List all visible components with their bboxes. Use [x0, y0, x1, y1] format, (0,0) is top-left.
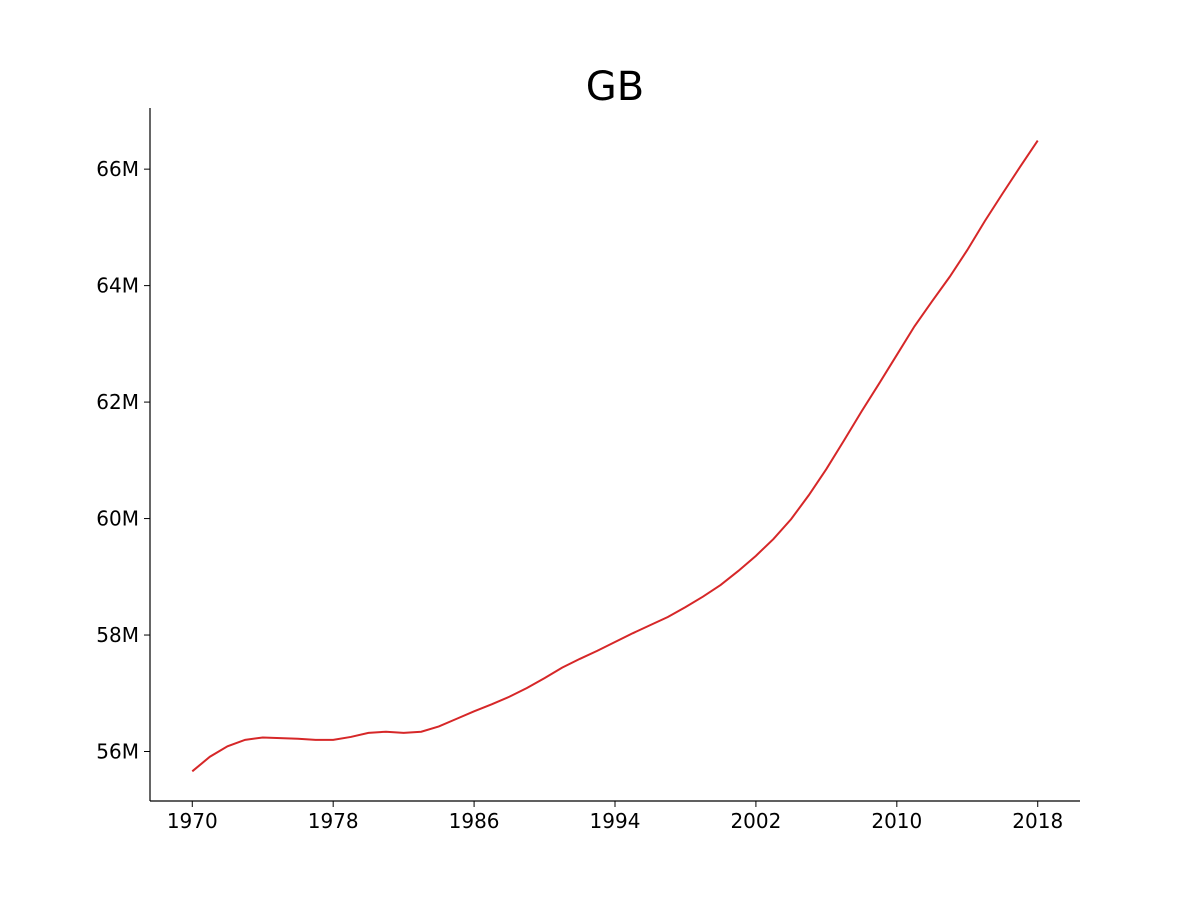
- y-tick-label: 60M: [96, 507, 139, 531]
- x-axis-ticks: 1970 1978 1986 1994 2002 2010 2018: [167, 801, 1063, 833]
- y-tick-label: 58M: [96, 623, 139, 647]
- y-tick-label: 56M: [96, 740, 139, 764]
- chart-title: GB: [586, 64, 644, 110]
- y-tick-label: 64M: [96, 274, 139, 298]
- x-tick-label: 1978: [308, 809, 359, 833]
- x-tick-label: 1994: [590, 809, 641, 833]
- y-tick-label: 62M: [96, 390, 139, 414]
- x-tick-label: 1970: [167, 809, 218, 833]
- population-line: [191, 140, 1039, 773]
- x-tick-label: 2018: [1012, 809, 1063, 833]
- y-tick-label: 66M: [96, 157, 139, 181]
- x-tick-label: 2010: [871, 809, 922, 833]
- y-axis-ticks: 56M 58M 60M 62M 64M 66M: [96, 157, 150, 764]
- x-tick-label: 1986: [449, 809, 500, 833]
- x-tick-label: 2002: [730, 809, 781, 833]
